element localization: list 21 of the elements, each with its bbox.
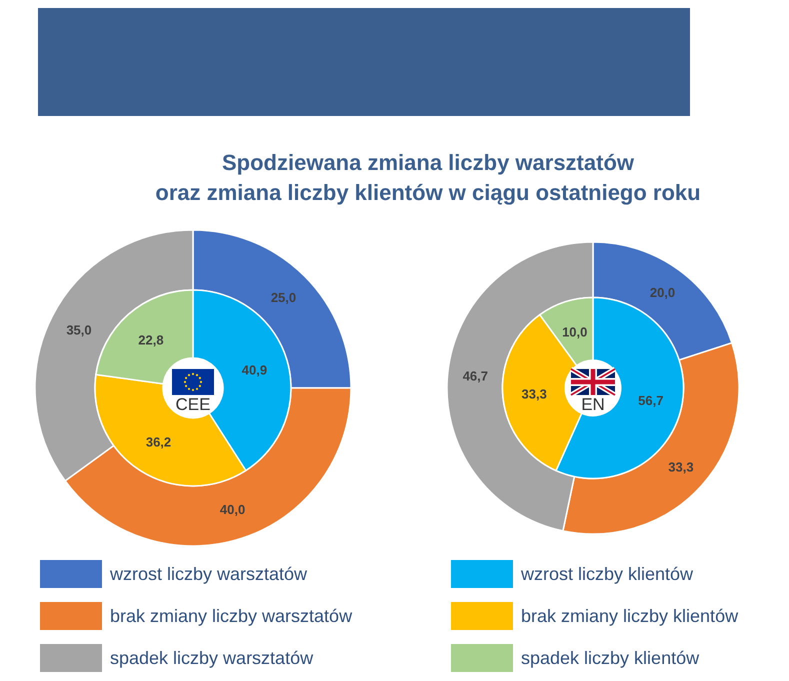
data-label: 46,7 bbox=[462, 368, 488, 384]
legend-label: wzrost liczby klientów bbox=[520, 564, 694, 584]
data-label: 20,0 bbox=[650, 284, 676, 300]
data-label: 40,9 bbox=[242, 362, 268, 378]
text: EN bbox=[581, 395, 605, 414]
legend-label: wzrost liczby warsztatów bbox=[109, 564, 308, 584]
legend-label: spadek liczby warsztatów bbox=[110, 648, 314, 668]
data-label: 10,0 bbox=[562, 324, 588, 340]
chart-title: Spodziewana zmiana liczby warsztatów oraz zmiana liczby klientów w ciągu ostatniego roku bbox=[155, 150, 701, 205]
legend-label: brak zmiany liczby warsztatów bbox=[110, 606, 354, 626]
data-label: 25,0 bbox=[270, 290, 296, 306]
legend-label: spadek liczby klientów bbox=[521, 648, 700, 668]
data-label: 40,0 bbox=[220, 502, 246, 518]
data-label: 33,3 bbox=[668, 460, 694, 475]
legend-label: brak zmiany liczby klientów bbox=[521, 606, 740, 626]
data-label: 35,0 bbox=[66, 322, 92, 338]
text: CEE bbox=[176, 395, 210, 414]
data-label: 33,3 bbox=[522, 386, 547, 402]
data-label: 36,2 bbox=[146, 434, 172, 450]
data-label: 22,8 bbox=[138, 332, 164, 348]
data-label: 56,7 bbox=[638, 392, 664, 408]
